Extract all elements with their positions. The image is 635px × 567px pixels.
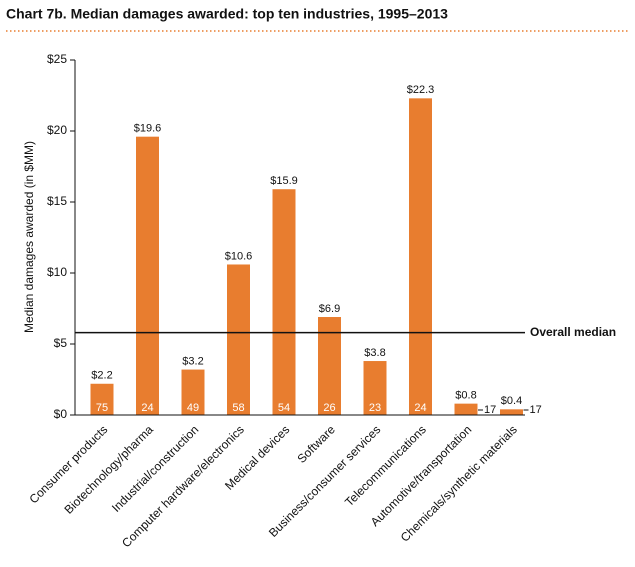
y-axis-title: Median damages awarded (in $MM) xyxy=(22,141,36,333)
value-label: $10.6 xyxy=(225,250,253,262)
y-tick-label: $20 xyxy=(47,123,67,137)
value-label: $19.6 xyxy=(134,123,162,135)
value-label: $6.9 xyxy=(319,303,340,315)
count-label: 24 xyxy=(141,402,153,414)
count-label: 75 xyxy=(96,402,108,414)
value-label: $22.3 xyxy=(407,84,435,96)
x-tick-label: Consumer products xyxy=(26,422,110,506)
bar xyxy=(454,403,478,415)
value-label: $0.4 xyxy=(501,395,522,407)
x-tick-label: Telecommunications xyxy=(342,422,429,509)
bar xyxy=(318,317,341,415)
bar xyxy=(500,409,523,415)
bar xyxy=(136,136,159,415)
count-label: 23 xyxy=(369,402,381,414)
y-tick-label: $0 xyxy=(54,407,68,421)
x-tick-label: Biotechnology/pharma xyxy=(62,422,157,517)
count-label: 58 xyxy=(232,402,244,414)
bar xyxy=(363,361,387,415)
value-label: $15.9 xyxy=(270,175,298,187)
x-tick-label: Industrial/construction xyxy=(109,422,201,514)
bar xyxy=(272,189,296,415)
bar xyxy=(227,264,250,415)
value-label: $2.2 xyxy=(91,370,112,382)
chart-title: Chart 7b. Median damages awarded: top te… xyxy=(6,6,448,22)
bar xyxy=(90,383,114,415)
bar xyxy=(409,98,432,415)
count-label: 24 xyxy=(414,402,426,414)
value-label: $3.2 xyxy=(182,355,203,367)
median-label: Overall median xyxy=(530,325,616,339)
y-tick-label: $5 xyxy=(54,336,68,350)
y-tick-label: $10 xyxy=(47,265,67,279)
count-label: 49 xyxy=(187,402,199,414)
bar xyxy=(181,369,205,415)
count-label: 17 xyxy=(484,404,496,416)
x-tick-label: Software xyxy=(294,422,338,466)
count-label: 54 xyxy=(278,402,290,414)
y-tick-label: $25 xyxy=(47,52,67,66)
count-label: 17 xyxy=(530,404,542,416)
count-label: 26 xyxy=(323,402,335,414)
value-label: $0.8 xyxy=(455,390,476,402)
y-tick-label: $15 xyxy=(47,194,67,208)
value-label: $3.8 xyxy=(364,347,385,359)
